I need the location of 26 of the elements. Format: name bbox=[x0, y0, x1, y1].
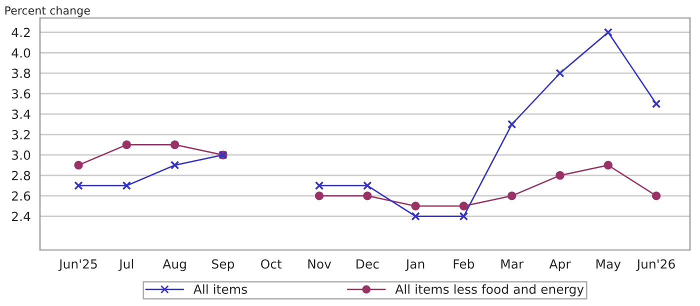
x-tick-label: Aug bbox=[162, 259, 186, 272]
y-tick-label: 2.6 bbox=[12, 191, 30, 201]
x-tick-label: Mar bbox=[501, 259, 524, 269]
y-tick-label: 3.4 bbox=[12, 110, 30, 119]
x-tick-label: Jun'26 bbox=[636, 259, 675, 272]
x-tick-label: Jun'25 bbox=[58, 259, 97, 272]
x-tick-label: Sep bbox=[212, 259, 234, 272]
legend-label: All items bbox=[193, 284, 247, 294]
y-tick-label: 4.2 bbox=[12, 28, 30, 38]
y-tick-label: 2.4 bbox=[12, 212, 30, 222]
x-tick-label: Jul bbox=[118, 259, 134, 272]
x-tick-label: Oct bbox=[261, 259, 282, 269]
y-tick-label: 2.8 bbox=[12, 170, 30, 180]
x-tick-label: May bbox=[596, 259, 621, 272]
y-tick-label: 3.8 bbox=[12, 68, 30, 78]
y-tick-label: 4.0 bbox=[12, 48, 30, 58]
x-tick-label: Nov bbox=[308, 259, 332, 269]
x-tick-label: Jan bbox=[405, 259, 424, 272]
y-tick-label: 3.2 bbox=[12, 130, 30, 140]
x-tick-label: Apr bbox=[549, 259, 571, 272]
legend-label: All items less food and energy bbox=[395, 284, 584, 296]
y-axis-title: Percent change bbox=[5, 6, 90, 17]
x-tick-label: Dec bbox=[356, 259, 379, 269]
y-tick-label: 3.6 bbox=[12, 89, 30, 99]
x-tick-label: Feb bbox=[454, 259, 474, 269]
y-tick-label: 3.0 bbox=[12, 150, 30, 160]
